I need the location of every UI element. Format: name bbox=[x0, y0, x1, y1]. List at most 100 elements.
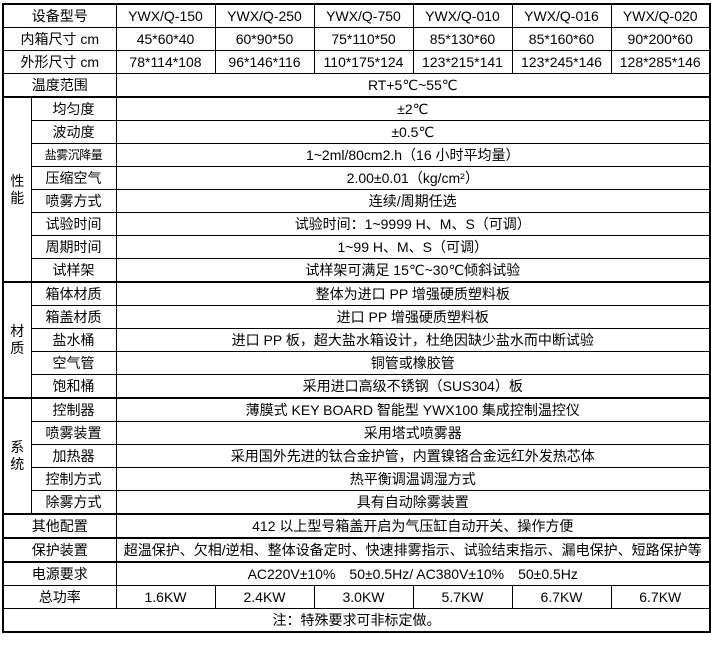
outer-size-cell: 110*175*124 bbox=[313, 50, 414, 74]
spec-row: 试样架 试样架可满足 15℃~30℃倾斜试验 bbox=[3, 258, 711, 283]
row-label-temp-range: 温度范围 bbox=[2, 73, 117, 98]
spec-row: 周期时间 1~99 H、M、S（可调） bbox=[3, 235, 711, 259]
total-power-cell: 1.6KW bbox=[115, 585, 216, 609]
inner-size-cell: 60*90*50 bbox=[214, 27, 315, 51]
protection-row: 保护装置 超温保护、欠相/逆相、整体设备定时、快速排雾指示、试验结束指示、漏电保… bbox=[2, 537, 711, 563]
power-requirement-value: AC220V±10% 50±0.5Hz/ AC380V±10% 50±0.5Hz bbox=[115, 561, 711, 586]
spec-value: 连续/周期任选 bbox=[115, 189, 711, 213]
row-label: 盐水桶 bbox=[30, 328, 117, 352]
group-label-material: 材质 bbox=[2, 281, 32, 399]
spec-table: 设备型号 YWX/Q-150 YWX/Q-250 YWX/Q-750 YWX/Q… bbox=[2, 3, 711, 633]
spec-row: 控制方式 热平衡调温调湿方式 bbox=[3, 467, 711, 491]
spec-row: 盐雾沉降量 1~2ml/80cm2.h（16 小时平均量） bbox=[3, 143, 711, 167]
spec-value: 铜管或橡胶管 bbox=[115, 351, 711, 375]
row-label: 控制器 bbox=[30, 397, 117, 422]
inner-size-cell: 75*110*50 bbox=[313, 27, 414, 51]
row-label-protection: 保护装置 bbox=[2, 537, 117, 563]
other-config-row: 其他配置 412 以上型号箱盖开启为气压缸自动开关、操作方便 bbox=[2, 513, 711, 539]
group-label-performance: 性能 bbox=[2, 96, 32, 283]
inner-size-cell: 90*200*60 bbox=[610, 27, 711, 51]
spec-value: 整体为进口 PP 增强硬质塑料板 bbox=[115, 281, 711, 306]
row-label: 盐雾沉降量 bbox=[30, 143, 117, 167]
spec-value: 薄膜式 KEY BOARD 智能型 YWX100 集成控制温控仪 bbox=[115, 397, 711, 422]
outer-size-row: 外形尺寸 cm 78*114*108 96*146*116 110*175*12… bbox=[2, 50, 711, 74]
outer-size-cell: 123*215*141 bbox=[412, 50, 513, 74]
model-cell: YWX/Q-150 bbox=[115, 3, 216, 28]
row-label-total-power: 总功率 bbox=[2, 585, 117, 609]
inner-size-cell: 85*130*60 bbox=[412, 27, 513, 51]
spec-value: 进口 PP 增强硬质塑料板 bbox=[115, 305, 711, 329]
inner-size-cell: 45*60*40 bbox=[115, 27, 216, 51]
row-label: 控制方式 bbox=[30, 467, 117, 491]
row-label: 试验时间 bbox=[30, 212, 117, 236]
row-label: 波动度 bbox=[30, 120, 117, 144]
model-cell: YWX/Q-250 bbox=[214, 3, 315, 28]
inner-size-cell: 85*160*60 bbox=[511, 27, 612, 51]
inner-size-row: 内箱尺寸 cm 45*60*40 60*90*50 75*110*50 85*1… bbox=[2, 27, 711, 51]
row-label: 加热器 bbox=[30, 444, 117, 468]
note-row: 注：特殊要求可非标定做。 bbox=[2, 608, 711, 633]
spec-row: 加热器 采用国外先进的钛合金护管，内置镍铬合金远红外发热芯体 bbox=[3, 444, 711, 468]
spec-value: 具有自动除雾装置 bbox=[115, 490, 711, 515]
spec-row: 波动度 ±0.5℃ bbox=[3, 120, 711, 144]
spec-row: 系统 控制器 薄膜式 KEY BOARD 智能型 YWX100 集成控制温控仪 bbox=[2, 397, 711, 515]
row-label: 空气管 bbox=[30, 351, 117, 375]
spec-row: 喷雾方式 连续/周期任选 bbox=[3, 189, 711, 213]
row-label: 压缩空气 bbox=[30, 166, 117, 190]
row-label-other-config: 其他配置 bbox=[2, 513, 117, 539]
model-cell: YWX/Q-020 bbox=[610, 3, 711, 28]
outer-size-cell: 96*146*116 bbox=[214, 50, 315, 74]
total-power-cell: 5.7KW bbox=[412, 585, 513, 609]
model-row: 设备型号 YWX/Q-150 YWX/Q-250 YWX/Q-750 YWX/Q… bbox=[2, 3, 711, 28]
outer-size-cell: 128*285*146 bbox=[610, 50, 711, 74]
protection-value: 超温保护、欠相/逆相、整体设备定时、快速排雾指示、试验结束指示、漏电保护、短路保… bbox=[115, 537, 711, 563]
row-label-outer-size: 外形尺寸 cm bbox=[2, 50, 117, 74]
row-label-power-requirement: 电源要求 bbox=[2, 561, 117, 586]
spec-row: 试验时间 试验时间：1~9999 H、M、S（可调） bbox=[3, 212, 711, 236]
model-cell: YWX/Q-010 bbox=[412, 3, 513, 28]
row-label-model: 设备型号 bbox=[2, 3, 117, 28]
spec-row: 性能 均匀度 ±2℃ bbox=[2, 96, 711, 283]
spec-value: 1~2ml/80cm2.h（16 小时平均量） bbox=[115, 143, 711, 167]
spec-value: 采用进口高级不锈钢（SUS304）板 bbox=[115, 374, 711, 399]
spec-row: 盐水桶 进口 PP 板，超大盐水箱设计，杜绝因缺少盐水而中断试验 bbox=[3, 328, 711, 352]
spec-row: 喷雾装置 采用塔式喷雾器 bbox=[3, 421, 711, 445]
other-config-value: 412 以上型号箱盖开启为气压缸自动开关、操作方便 bbox=[115, 513, 711, 539]
row-label: 箱盖材质 bbox=[30, 305, 117, 329]
spec-row: 除雾方式 具有自动除雾装置 bbox=[3, 490, 711, 515]
spec-value: 采用国外先进的钛合金护管，内置镍铬合金远红外发热芯体 bbox=[115, 444, 711, 468]
spec-value: 进口 PP 板，超大盐水箱设计，杜绝因缺少盐水而中断试验 bbox=[115, 328, 711, 352]
spec-row: 材质 箱体材质 整体为进口 PP 增强硬质塑料板 bbox=[2, 281, 711, 399]
outer-size-cell: 123*245*146 bbox=[511, 50, 612, 74]
spec-value: 2.00±0.01（kg/cm²） bbox=[115, 166, 711, 190]
row-label: 均匀度 bbox=[30, 96, 117, 121]
spec-value: 采用塔式喷雾器 bbox=[115, 421, 711, 445]
spec-row: 饱和桶 采用进口高级不锈钢（SUS304）板 bbox=[3, 374, 711, 399]
outer-size-cell: 78*114*108 bbox=[115, 50, 216, 74]
spec-row: 空气管 铜管或橡胶管 bbox=[3, 351, 711, 375]
model-cell: YWX/Q-016 bbox=[511, 3, 612, 28]
spec-value: 试验时间：1~9999 H、M、S（可调） bbox=[115, 212, 711, 236]
spec-value: ±2℃ bbox=[115, 96, 711, 121]
total-power-cell: 2.4KW bbox=[214, 585, 315, 609]
spec-row: 箱盖材质 进口 PP 增强硬质塑料板 bbox=[3, 305, 711, 329]
spec-value: 试样架可满足 15℃~30℃倾斜试验 bbox=[115, 258, 711, 283]
model-cell: YWX/Q-750 bbox=[313, 3, 414, 28]
row-label-inner-size: 内箱尺寸 cm bbox=[2, 27, 117, 51]
spec-row: 压缩空气 2.00±0.01（kg/cm²） bbox=[3, 166, 711, 190]
total-power-row: 总功率 1.6KW 2.4KW 3.0KW 5.7KW 6.7KW 6.7KW bbox=[2, 585, 711, 609]
row-label: 除雾方式 bbox=[30, 490, 117, 515]
row-label: 饱和桶 bbox=[30, 374, 117, 399]
note-text: 注：特殊要求可非标定做。 bbox=[2, 608, 711, 633]
power-requirement-row: 电源要求 AC220V±10% 50±0.5Hz/ AC380V±10% 50±… bbox=[2, 561, 711, 586]
total-power-cell: 3.0KW bbox=[313, 585, 414, 609]
row-label: 箱体材质 bbox=[30, 281, 117, 306]
temp-range-row: 温度范围 RT+5℃~55℃ bbox=[2, 73, 711, 98]
spec-value: 1~99 H、M、S（可调） bbox=[115, 235, 711, 259]
row-label: 喷雾方式 bbox=[30, 189, 117, 213]
spec-value: 热平衡调温调湿方式 bbox=[115, 467, 711, 491]
temp-range-value: RT+5℃~55℃ bbox=[115, 73, 711, 98]
group-label-system: 系统 bbox=[2, 397, 32, 515]
row-label: 喷雾装置 bbox=[30, 421, 117, 445]
